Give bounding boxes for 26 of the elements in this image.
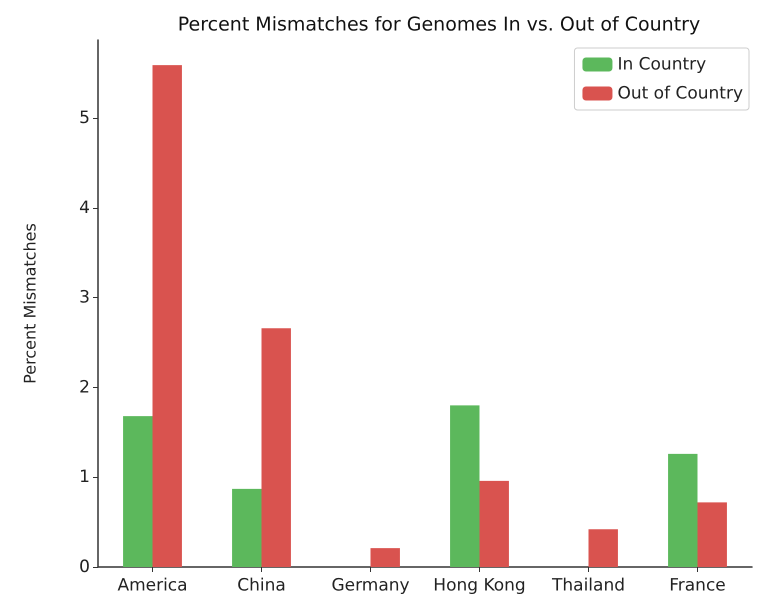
y-axis-title: Percent Mismatches: [20, 223, 40, 384]
bar: [370, 548, 400, 567]
bar: [450, 405, 480, 567]
y-tick-label: 4: [79, 198, 90, 218]
bar: [152, 65, 182, 567]
x-tick-label: France: [669, 576, 726, 596]
y-tick-label: 2: [79, 377, 90, 398]
y-tick-label: 5: [79, 108, 90, 128]
bar: [480, 480, 509, 567]
bar: [262, 328, 291, 567]
bar: [698, 502, 727, 567]
legend-label: Out of Country: [617, 84, 744, 104]
bar: [668, 454, 698, 567]
bar: [123, 416, 152, 567]
bar: [588, 529, 618, 567]
y-tick-label: 0: [79, 557, 90, 577]
y-tick-label: 3: [79, 288, 90, 308]
legend-label: In Country: [617, 54, 706, 74]
chart-title: Percent Mismatches for Genomes In vs. Out of Country: [178, 14, 700, 36]
x-tick-label: Hong Kong: [433, 576, 526, 596]
x-tick-label: China: [237, 576, 286, 596]
bar: [232, 488, 262, 567]
x-tick-label: Germany: [331, 576, 410, 596]
y-tick-label: 1: [79, 467, 90, 488]
x-tick-label: America: [117, 576, 188, 596]
x-tick-label: Thailand: [550, 576, 626, 596]
